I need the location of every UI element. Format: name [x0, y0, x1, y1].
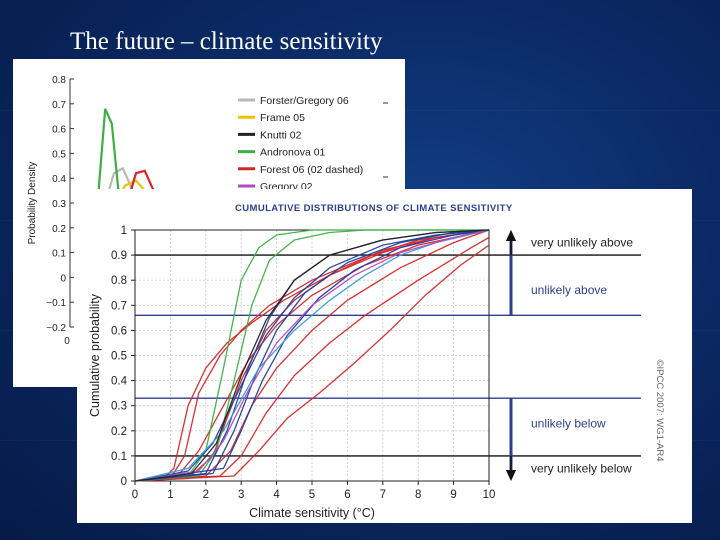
cdf-annotation-label: unlikely above — [531, 283, 607, 297]
cdf-series-line — [134, 229, 490, 482]
pdf-y-tick-label: 0.1 — [52, 249, 66, 260]
pdf-x-tick-label: 0 — [64, 336, 70, 347]
pdf-y-tick-label: 0.2 — [52, 224, 66, 235]
cdf-x-tick-label: 2 — [203, 489, 209, 501]
cdf-y-tick-label: 0.8 — [111, 275, 127, 287]
cdf-series-line — [134, 229, 490, 482]
cdf-y-tick-label: 0.4 — [111, 376, 128, 388]
cdf-series-line — [134, 244, 490, 482]
cdf-x-tick-label: 1 — [167, 489, 173, 501]
pdf-y-tick-label: 0.5 — [52, 149, 66, 160]
cdf-y-tick-label: 0.6 — [111, 325, 127, 337]
cdf-x-tick-label: 9 — [450, 489, 456, 501]
cdf-series-line — [134, 229, 490, 482]
pdf-y-tick-label: 0.7 — [52, 100, 66, 111]
pdf-y-tick-label: 0 — [60, 273, 66, 284]
cdf-chart: CUMULATIVE DISTRIBUTIONS OF CLIMATE SENS… — [88, 203, 665, 520]
pdf-y-tick-label: −0.2 — [46, 323, 66, 334]
cdf-series-line — [134, 229, 490, 482]
cdf-series-line — [134, 229, 490, 482]
cdf-credit: ©IPCC 2007: WG1-AR4 — [654, 359, 665, 461]
cdf-y-tick-label: 0.7 — [111, 300, 127, 312]
pdf-y-tick-label: 0.8 — [52, 75, 66, 86]
cdf-series-line — [134, 229, 490, 482]
cdf-annotation-label: unlikely below — [531, 416, 606, 430]
cdf-annotation-arrowhead — [506, 230, 516, 241]
pdf-y-tick-label: −0.1 — [46, 298, 66, 309]
cdf-x-tick-label: 7 — [380, 489, 386, 501]
cdf-y-tick-label: 0.2 — [111, 426, 127, 438]
cdf-series-line — [134, 229, 490, 482]
pdf-legend-label: Forster/Gregory 06 — [260, 95, 349, 107]
cdf-annotation-label: very unlikely below — [531, 461, 632, 475]
cdf-x-tick-label: 10 — [483, 489, 496, 501]
cdf-series-line — [134, 229, 490, 482]
cdf-annotation-label: very unlikely above — [531, 236, 633, 250]
pdf-y-tick-label: 0.4 — [52, 174, 66, 185]
cdf-x-tick-label: 6 — [344, 489, 350, 501]
cdf-x-tick-label: 3 — [238, 489, 244, 501]
pdf-legend-label: Frame 05 — [260, 112, 305, 124]
cdf-series-line — [134, 229, 489, 482]
cdf-x-tick-label: 0 — [132, 489, 138, 501]
cdf-x-axis-label: Climate sensitivity (°C) — [249, 506, 375, 520]
pdf-y-tick-label: 0.6 — [52, 125, 66, 136]
slide-title: The future – climate sensitivity — [70, 28, 383, 55]
pdf-legend-label: Forest 06 (02 dashed) — [260, 164, 363, 176]
pdf-legend-label: Andronova 01 — [260, 147, 326, 159]
cdf-x-tick-label: 4 — [273, 489, 280, 501]
cdf-y-tick-label: 0.1 — [111, 451, 127, 463]
pdf-legend-label: Knutti 02 — [260, 129, 302, 141]
cdf-chart-title: CUMULATIVE DISTRIBUTIONS OF CLIMATE SENS… — [235, 203, 513, 214]
cdf-y-tick-label: 0 — [121, 476, 127, 488]
cdf-series-line — [134, 236, 490, 482]
cdf-x-tick-label: 8 — [415, 489, 421, 501]
pdf-y-axis-label: Probability Density — [27, 162, 38, 245]
cdf-y-tick-label: 0.3 — [111, 401, 127, 413]
cdf-y-tick-label: 0.5 — [111, 351, 127, 363]
cdf-y-tick-label: 0.9 — [111, 250, 127, 262]
cdf-y-axis-label: Cumulative probability — [88, 293, 102, 417]
cdf-series-line — [134, 229, 489, 482]
cdf-annotation-arrowhead — [506, 470, 516, 481]
pdf-y-tick-label: 0.3 — [52, 199, 66, 210]
cdf-chart-panel: CUMULATIVE DISTRIBUTIONS OF CLIMATE SENS… — [77, 189, 692, 523]
cdf-y-tick-label: 1 — [121, 225, 127, 237]
cdf-x-tick-label: 5 — [309, 489, 315, 501]
